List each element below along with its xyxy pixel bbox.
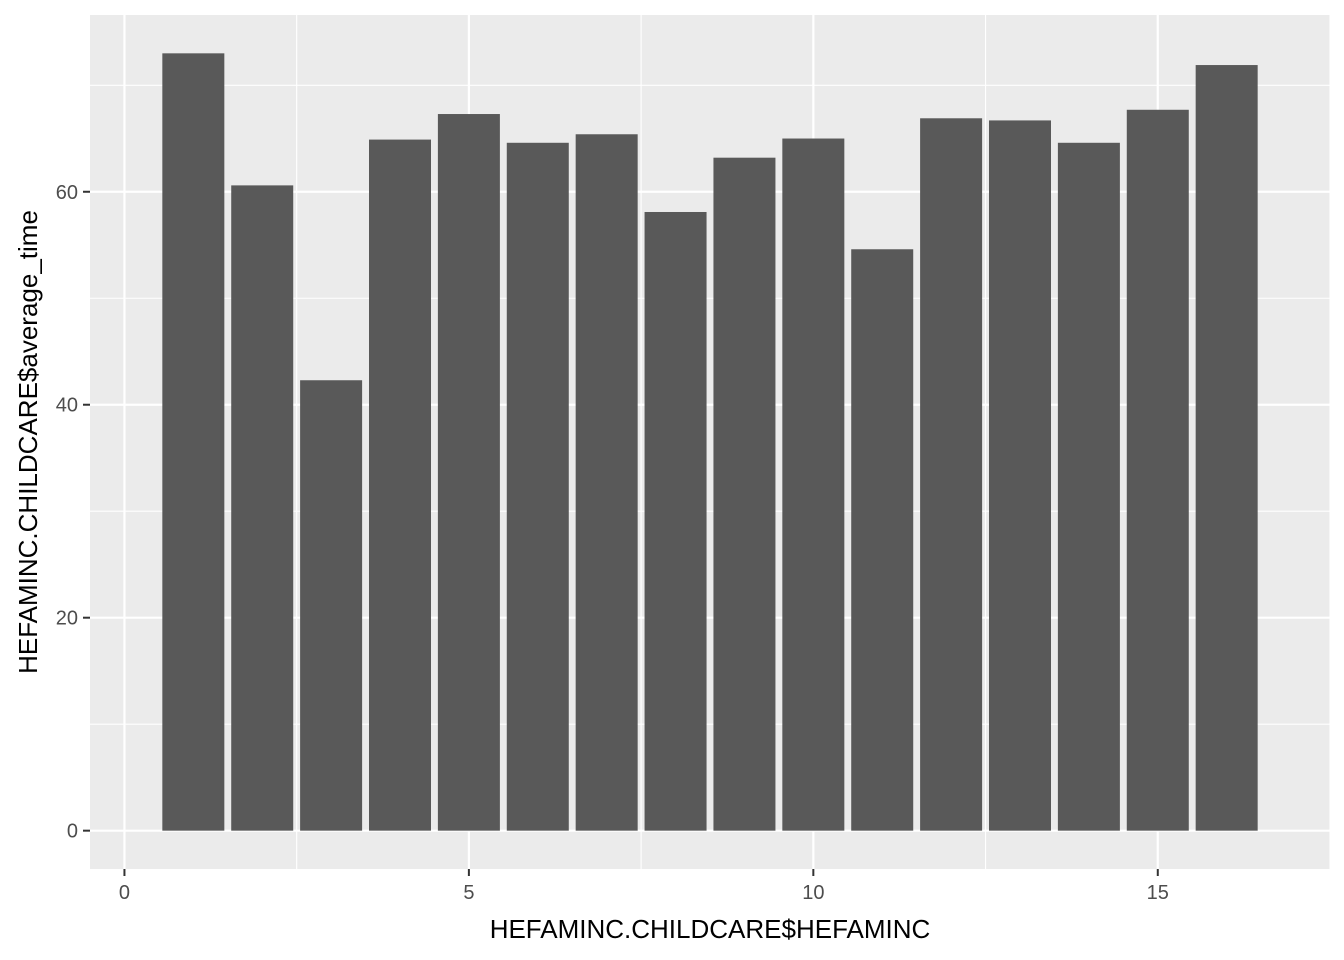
x-tick-label: 0 bbox=[119, 882, 130, 904]
bar bbox=[1195, 65, 1258, 831]
bar bbox=[782, 138, 845, 831]
y-tick-label: 20 bbox=[56, 608, 78, 630]
y-tick-label: 60 bbox=[56, 182, 78, 204]
bar bbox=[713, 157, 776, 831]
bar bbox=[231, 185, 294, 831]
bar bbox=[369, 139, 431, 831]
x-axis: 0 5 10 15 bbox=[119, 869, 1169, 904]
grid-minor bbox=[90, 15, 1331, 869]
y-tick-label: 0 bbox=[67, 821, 78, 843]
bar bbox=[920, 118, 983, 831]
bar bbox=[437, 114, 500, 831]
bar bbox=[851, 249, 914, 831]
bar bbox=[989, 120, 1051, 831]
bar bbox=[506, 142, 569, 831]
x-tick-label: 10 bbox=[802, 882, 824, 904]
y-axis-title: HEFAMINC.CHILDCARE$average_time bbox=[13, 210, 43, 674]
bar bbox=[1126, 109, 1189, 831]
bar bbox=[644, 211, 707, 831]
bar bbox=[300, 380, 363, 831]
bar bbox=[575, 134, 638, 831]
y-axis: 0 20 40 60 bbox=[56, 182, 90, 843]
bar bbox=[162, 53, 225, 831]
y-tick-label: 40 bbox=[56, 395, 78, 417]
x-tick-label: 5 bbox=[463, 882, 474, 904]
bar bbox=[1057, 142, 1120, 831]
bars bbox=[162, 53, 1258, 831]
x-tick-label: 15 bbox=[1147, 882, 1169, 904]
x-axis-title: HEFAMINC.CHILDCARE$HEFAMINC bbox=[490, 914, 931, 944]
